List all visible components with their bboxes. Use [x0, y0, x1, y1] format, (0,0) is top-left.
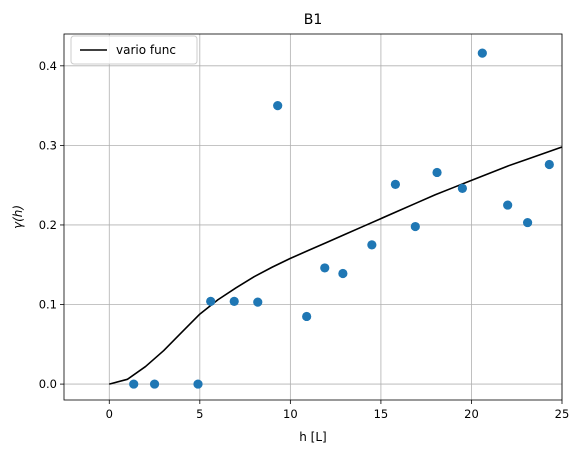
y-axis-label: γ(h) — [11, 205, 25, 229]
chart-title: B1 — [304, 12, 323, 28]
data-point — [457, 183, 467, 193]
data-point — [503, 200, 513, 210]
legend-entry-vario-func: vario func — [116, 43, 176, 57]
data-point — [390, 179, 400, 189]
legend-box — [70, 35, 198, 65]
data-point — [149, 379, 160, 389]
plot-frame — [63, 33, 563, 401]
x-tick-label: 0 — [106, 407, 113, 421]
data-point — [193, 379, 203, 389]
y-tick-label: 0.2 — [39, 218, 57, 232]
data-point — [338, 268, 348, 279]
data-point — [432, 167, 442, 178]
data-point — [273, 101, 283, 111]
points-layer — [129, 48, 554, 389]
data-point — [229, 296, 239, 306]
y-tick-label: 0.4 — [39, 59, 57, 73]
data-point — [367, 240, 377, 250]
grid — [64, 34, 563, 400]
curve-layer — [109, 146, 563, 385]
data-point — [253, 297, 263, 307]
data-point — [522, 217, 533, 228]
legend: vario func — [70, 35, 198, 65]
data-point — [129, 379, 139, 389]
y-tick-label: 0.0 — [39, 377, 57, 391]
x-tick-label: 10 — [283, 407, 298, 421]
x-tick-label: 15 — [374, 407, 389, 421]
x-axis-ticks: 0 5 10 15 20 25 — [106, 400, 570, 421]
data-point — [302, 311, 312, 322]
vario-func-line — [109, 146, 563, 385]
data-point — [410, 221, 420, 232]
x-tick-label: 20 — [464, 407, 479, 421]
x-tick-label: 25 — [555, 407, 570, 421]
x-axis-label: h [L] — [299, 430, 326, 444]
y-axis-ticks: 0.0 0.1 0.2 0.3 0.4 — [39, 59, 64, 391]
y-tick-label: 0.3 — [39, 138, 57, 152]
data-point — [544, 159, 554, 170]
x-tick-label: 5 — [196, 407, 203, 421]
data-point — [477, 48, 487, 58]
data-point — [320, 263, 330, 273]
y-tick-label: 0.1 — [39, 298, 57, 312]
data-point — [206, 296, 216, 306]
